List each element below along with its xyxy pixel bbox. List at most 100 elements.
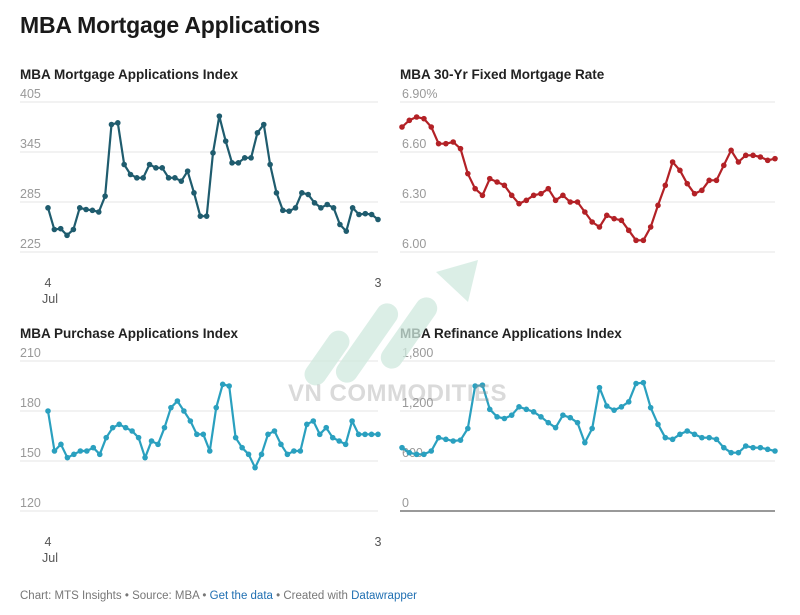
data-point [552, 424, 559, 431]
data-point [291, 448, 297, 454]
data-point [153, 165, 159, 171]
data-point [479, 382, 486, 388]
series-line [46, 115, 380, 237]
data-point [699, 187, 705, 194]
data-point [330, 205, 337, 211]
data-point [219, 381, 226, 388]
data-point [545, 419, 552, 426]
data-point [103, 434, 110, 441]
data-point [115, 120, 121, 126]
created-with-label: Created with [283, 590, 348, 602]
data-point [443, 436, 449, 443]
data-point [523, 197, 530, 204]
chart-applications-index: 405 345 285 225 4 Jul 3 [20, 87, 382, 306]
x-tick-sublabel: Jul [42, 292, 58, 306]
data-point [127, 171, 134, 178]
data-point [406, 449, 413, 456]
data-point [618, 404, 625, 410]
data-point [691, 431, 698, 438]
data-point [406, 117, 413, 124]
y-tick-label: 345 [20, 137, 41, 151]
data-point [508, 192, 515, 199]
data-point [560, 412, 566, 418]
source-credit: Source: MBA [132, 590, 200, 602]
data-point [245, 451, 252, 458]
data-point [757, 154, 764, 160]
data-point [232, 434, 239, 441]
data-point [64, 454, 71, 461]
data-point [51, 448, 58, 454]
get-data-link[interactable]: Get the data [209, 590, 273, 602]
datawrapper-link[interactable]: Datawrapper [351, 590, 417, 602]
data-point [772, 448, 778, 454]
data-point [267, 161, 273, 168]
data-point [187, 418, 194, 424]
data-point [472, 185, 478, 192]
data-point [633, 380, 639, 387]
footer-separator: • [202, 590, 210, 602]
y-tick-label: 285 [20, 187, 41, 201]
data-point [108, 121, 115, 128]
data-point [203, 213, 210, 219]
data-point [159, 165, 166, 171]
data-point [216, 113, 223, 119]
data-point [178, 178, 185, 184]
data-point [684, 180, 691, 187]
data-point [465, 425, 471, 432]
data-point [235, 160, 242, 166]
watermark-text: VN COMMODITIES [288, 380, 508, 407]
x-tick-label: 4 [45, 276, 52, 290]
data-point [764, 446, 771, 453]
data-point [349, 205, 356, 211]
data-point [589, 425, 595, 432]
data-point [764, 157, 771, 164]
data-point [96, 451, 103, 458]
data-point [742, 443, 749, 449]
panel-title-fixed-rate: MBA 30-Yr Fixed Mortgage Rate [400, 67, 605, 82]
data-point [742, 152, 749, 159]
data-point [95, 209, 102, 215]
data-point [706, 177, 712, 184]
data-point [530, 409, 537, 415]
data-point [337, 221, 343, 228]
data-point [142, 454, 148, 461]
data-point [375, 216, 381, 223]
data-point [134, 175, 140, 181]
series-line [400, 381, 777, 456]
data-point [582, 209, 588, 215]
data-point [640, 237, 647, 244]
data-point [210, 150, 216, 156]
data-point [368, 431, 375, 438]
data-point [349, 418, 355, 424]
data-point [567, 199, 574, 205]
data-point [603, 403, 610, 409]
data-point [494, 179, 500, 185]
data-point [57, 225, 64, 232]
data-point [625, 399, 632, 405]
data-point [229, 160, 235, 166]
data-point [102, 193, 108, 199]
data-point [662, 182, 669, 189]
data-point [647, 224, 654, 230]
y-tick-label: 6.90% [402, 87, 437, 101]
data-point [45, 408, 51, 414]
data-point [728, 449, 734, 456]
data-point [362, 210, 369, 217]
data-point [669, 436, 676, 443]
data-point [239, 444, 245, 451]
y-tick-label: 1,200 [402, 396, 433, 410]
data-point [129, 428, 135, 434]
data-point [552, 197, 559, 204]
x-tick-label: 4 [45, 535, 52, 549]
data-point [728, 147, 734, 154]
data-point [336, 438, 342, 444]
series-line [400, 115, 777, 242]
data-point [265, 431, 271, 438]
data-point [516, 404, 522, 410]
data-point [560, 192, 566, 199]
data-point [356, 211, 362, 218]
data-point [89, 207, 96, 214]
data-point [273, 190, 280, 196]
data-point [596, 384, 603, 391]
data-point [435, 434, 442, 441]
